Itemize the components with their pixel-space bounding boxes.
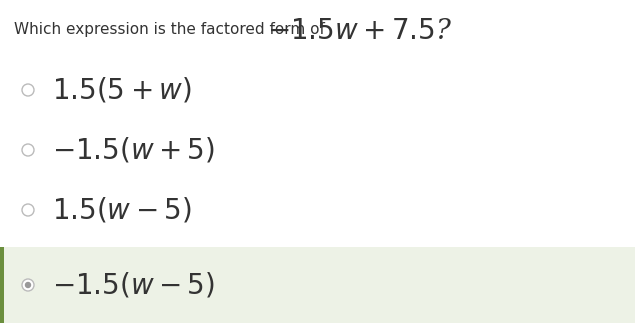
Circle shape — [22, 279, 34, 291]
Text: $-1.5w + 7.5$?: $-1.5w + 7.5$? — [267, 18, 452, 45]
Circle shape — [22, 84, 34, 96]
Text: $1.5(w - 5)$: $1.5(w - 5)$ — [52, 195, 192, 224]
Text: $1.5(5 + w)$: $1.5(5 + w)$ — [52, 75, 192, 105]
Bar — [0, 247, 4, 323]
Circle shape — [22, 204, 34, 216]
Circle shape — [25, 282, 30, 288]
Circle shape — [22, 144, 34, 156]
Text: $-1.5(w + 5)$: $-1.5(w + 5)$ — [52, 135, 215, 165]
Bar — [0, 247, 635, 323]
Text: $-1.5(w - 5)$: $-1.5(w - 5)$ — [52, 271, 215, 299]
Text: Which expression is the factored form of: Which expression is the factored form of — [14, 22, 328, 37]
